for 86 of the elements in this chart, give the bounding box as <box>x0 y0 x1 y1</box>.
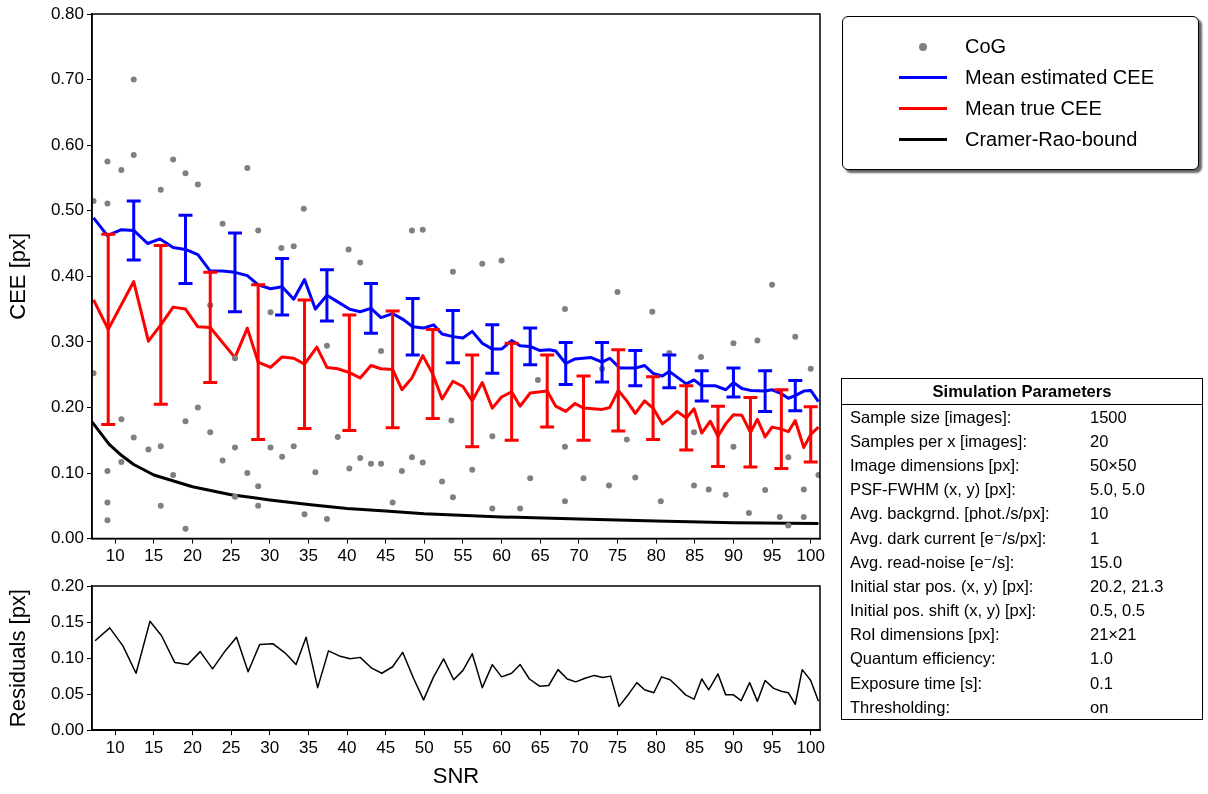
x-tick-label: 55 <box>453 546 473 566</box>
x-tick-label: 90 <box>723 546 743 566</box>
y-tick-label: 0.60 <box>50 134 84 154</box>
x-tick-label: 25 <box>221 738 241 758</box>
x-tick-label: 45 <box>376 738 396 758</box>
y-tick-label: 0.05 <box>50 683 84 703</box>
y-tick-label: 0.15 <box>50 611 84 631</box>
x-tick-label: 85 <box>685 738 705 758</box>
legend-label: Mean true CEE <box>965 97 1102 120</box>
text: 1 <box>1090 528 1100 548</box>
legend-label: CoG <box>965 35 1007 58</box>
x-tick-label: 85 <box>685 546 705 566</box>
text: 0.1 <box>1090 673 1113 693</box>
x-tick-label: 60 <box>492 546 512 566</box>
x-tick-label: 95 <box>762 546 782 566</box>
y-tick-label: 0.40 <box>50 265 84 285</box>
y-axis-title: Residuals [px] <box>5 589 31 728</box>
y-tick-label: 0.50 <box>50 200 84 220</box>
text: on <box>1090 697 1109 717</box>
x-tick-label: 20 <box>183 546 202 566</box>
x-tick-label: 100 <box>796 546 825 566</box>
x-tick-label: 50 <box>414 546 434 566</box>
x-tick-label: 15 <box>144 738 164 758</box>
x-tick-label: 40 <box>337 546 357 566</box>
legend-label: Mean estimated CEE <box>965 66 1154 89</box>
text: 5.0, 5.0 <box>1090 480 1146 500</box>
x-tick-label: 40 <box>337 738 357 758</box>
text: Simulation Parameters <box>842 379 1202 405</box>
text: Samples per x [images]: <box>850 431 1028 451</box>
text: Exposure time [s]: <box>850 673 984 693</box>
x-tick-label: 80 <box>646 738 666 758</box>
text: Avg. dark current [e⁻/s/px]: <box>850 528 1048 548</box>
text: Image dimensions [px]: <box>850 455 1021 475</box>
text: Thresholding: <box>850 697 951 717</box>
x-tick-label: 45 <box>376 546 396 566</box>
x-tick-label: 90 <box>723 738 743 758</box>
x-tick-label: 55 <box>453 738 473 758</box>
x-tick-label: 65 <box>530 546 550 566</box>
x-tick-label: 70 <box>569 738 589 758</box>
x-tick-label: 70 <box>569 546 589 566</box>
y-tick-label: 0.00 <box>50 719 84 739</box>
x-tick-label: 10 <box>105 546 125 566</box>
y-tick-label: 0.00 <box>50 528 84 548</box>
x-tick-label: 80 <box>646 546 666 566</box>
y-tick-label: 0.30 <box>50 331 84 351</box>
x-tick-label: 30 <box>260 738 280 758</box>
text: 1.0 <box>1090 649 1113 669</box>
x-tick-label: 35 <box>298 546 318 566</box>
x-tick-label: 15 <box>144 546 164 566</box>
text: 1500 <box>1090 407 1127 427</box>
y-tick-label: 0.70 <box>50 69 84 89</box>
text: Avg. backgrnd. [phot./s/px]: <box>850 504 1051 524</box>
y-tick-label: 0.10 <box>50 462 84 482</box>
x-axis-title: SNR <box>432 762 480 788</box>
y-tick-label: 0.20 <box>50 397 84 417</box>
text: 50×50 <box>1090 455 1137 475</box>
text: RoI dimensions [px]: <box>850 625 1001 645</box>
text: PSF-FWHM (x, y) [px]: <box>850 480 1017 500</box>
x-tick-label: 75 <box>608 738 627 758</box>
x-tick-label: 35 <box>298 738 318 758</box>
x-tick-label: 10 <box>105 738 125 758</box>
text: 21×21 <box>1090 625 1137 645</box>
text: Initial star pos. (x, y) [px]: <box>850 576 1035 596</box>
x-tick-label: 50 <box>414 738 434 758</box>
legend-label: Cramer-Rao-bound <box>965 128 1138 151</box>
y-tick-label: 0.20 <box>50 575 84 595</box>
y-tick-label: 0.80 <box>50 3 84 23</box>
x-tick-label: 20 <box>183 738 202 758</box>
x-tick-label: 25 <box>221 546 241 566</box>
x-tick-label: 60 <box>492 738 512 758</box>
x-tick-label: 100 <box>796 738 825 758</box>
text: Quantum efficiency: <box>850 649 997 669</box>
text: 15.0 <box>1090 552 1123 572</box>
x-tick-label: 30 <box>260 546 280 566</box>
text: Initial pos. shift (x, y) [px]: <box>850 601 1038 621</box>
text: 20.2, 21.3 <box>1090 576 1164 596</box>
text: 0.5, 0.5 <box>1090 601 1146 621</box>
y-tick-label: 0.10 <box>50 647 84 667</box>
text: 20 <box>1090 431 1109 451</box>
text: Avg. read-noise [e⁻/s]: <box>850 552 1016 572</box>
x-tick-label: 65 <box>530 738 550 758</box>
x-tick-label: 95 <box>762 738 782 758</box>
text: Sample size [images]: <box>850 407 1013 427</box>
text: 10 <box>1090 504 1109 524</box>
x-tick-label: 75 <box>608 546 627 566</box>
y-axis-title: CEE [px] <box>5 232 31 320</box>
